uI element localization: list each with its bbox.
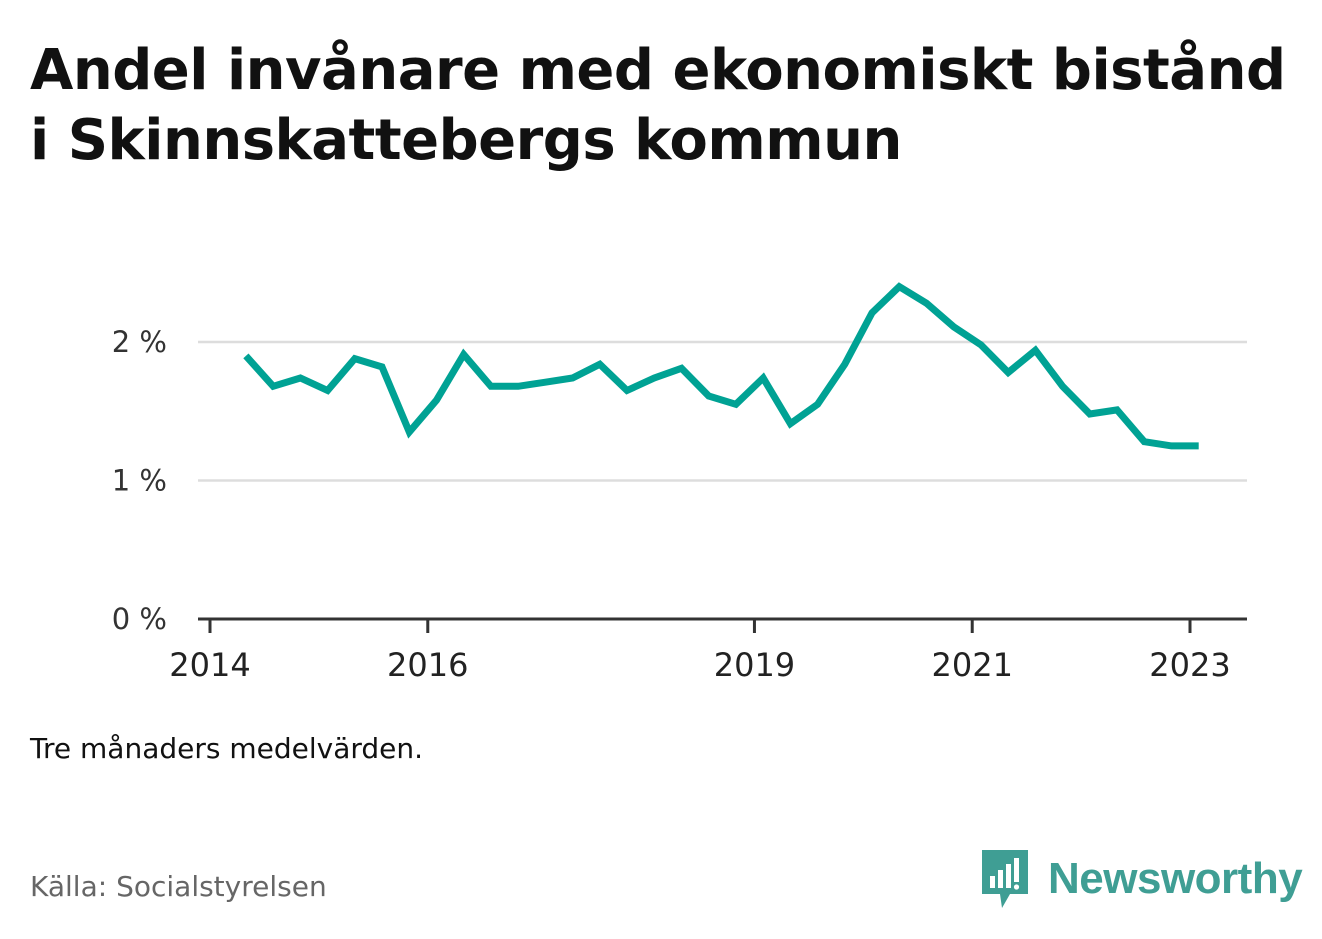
y-tick-label: 2 % (112, 325, 167, 359)
chart-note: Tre månaders medelvärden. (30, 732, 424, 765)
chart-title: Andel invånare med ekonomiskt bistånd i … (30, 38, 1286, 173)
series-line (243, 282, 1199, 450)
x-tick-label: 2014 (169, 646, 250, 684)
x-tick-labels: 2014 2016 2019 2021 2023 (169, 619, 1231, 684)
brand-name: Newsworthy (1048, 854, 1303, 903)
newsworthy-logo-icon (982, 850, 1028, 908)
source-text: Källa: Socialstyrelsen (30, 870, 327, 903)
y-tick-label: 1 % (112, 464, 167, 498)
x-tick-label: 2016 (387, 646, 468, 684)
gridlines (198, 340, 1247, 482)
y-tick-labels: 0 % 1 % 2 % (112, 325, 167, 636)
x-tick-label: 2023 (1149, 646, 1230, 684)
x-tick-label: 2021 (932, 646, 1013, 684)
series (243, 282, 1199, 450)
x-tick-label: 2019 (714, 646, 795, 684)
brand-logo: Newsworthy (980, 848, 1303, 910)
y-tick-label: 0 % (112, 602, 167, 636)
